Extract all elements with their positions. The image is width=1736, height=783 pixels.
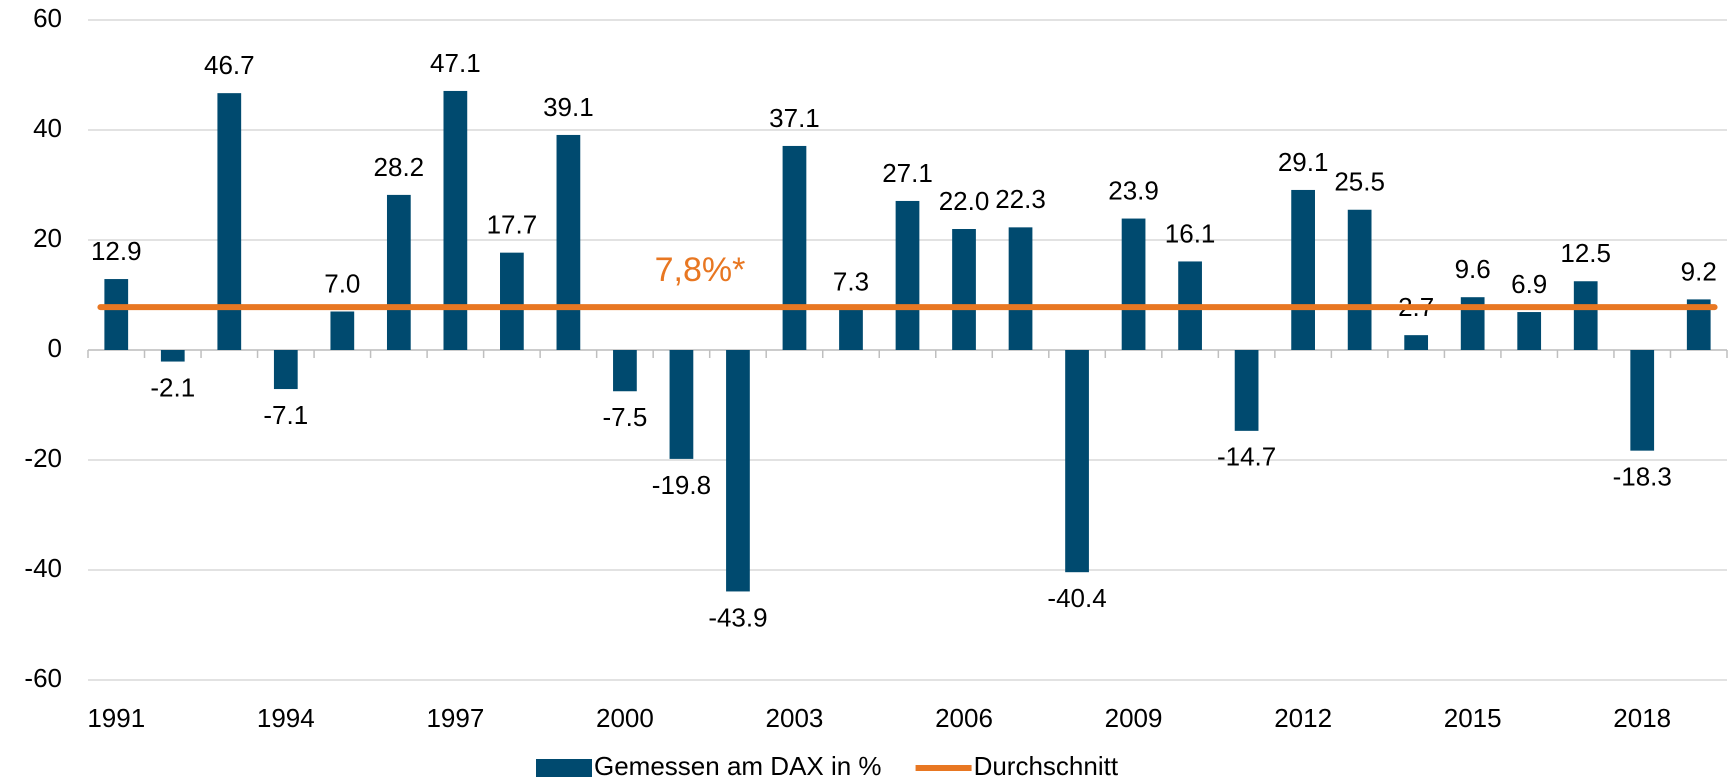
value-label: 23.9 bbox=[1108, 175, 1159, 205]
value-label: 16.1 bbox=[1165, 218, 1216, 248]
x-tick-label: 1994 bbox=[257, 703, 315, 733]
bar bbox=[1404, 335, 1429, 350]
bar bbox=[104, 279, 129, 350]
bar bbox=[1121, 218, 1146, 350]
bar bbox=[160, 350, 185, 362]
value-label: 22.3 bbox=[995, 184, 1046, 214]
bar bbox=[1573, 281, 1598, 350]
value-label: -19.8 bbox=[652, 470, 711, 500]
bar bbox=[330, 311, 355, 350]
bar bbox=[1460, 297, 1485, 350]
legend-swatch bbox=[536, 759, 592, 777]
y-tick-label: 20 bbox=[33, 223, 62, 253]
value-label: 25.5 bbox=[1334, 167, 1385, 197]
bar bbox=[1234, 350, 1259, 431]
x-tick-label: 2018 bbox=[1613, 703, 1671, 733]
value-label: -14.7 bbox=[1217, 442, 1276, 472]
value-label: 6.9 bbox=[1511, 269, 1547, 299]
x-tick-label: 2009 bbox=[1105, 703, 1163, 733]
annotation: 7,8%* bbox=[655, 251, 746, 289]
bar bbox=[500, 252, 524, 350]
y-tick-label: -20 bbox=[24, 443, 62, 473]
y-tick-label: -40 bbox=[24, 553, 62, 583]
value-label: -7.1 bbox=[263, 400, 308, 430]
value-label: 22.0 bbox=[939, 186, 990, 216]
bar bbox=[556, 134, 581, 350]
bar bbox=[443, 90, 468, 350]
bar bbox=[613, 350, 637, 392]
value-label: -7.5 bbox=[603, 402, 648, 432]
bar bbox=[782, 145, 807, 350]
y-tick-label: 60 bbox=[33, 3, 62, 33]
bar bbox=[726, 350, 750, 592]
y-tick-label: 40 bbox=[33, 113, 62, 143]
y-tick-label: -60 bbox=[24, 663, 62, 693]
bar bbox=[1008, 227, 1033, 350]
x-tick-label: 2012 bbox=[1274, 703, 1332, 733]
value-label: 7.0 bbox=[324, 268, 360, 298]
bar bbox=[839, 309, 863, 350]
x-tick-label: 2000 bbox=[596, 703, 654, 733]
value-label: 39.1 bbox=[543, 92, 594, 122]
value-label: 17.7 bbox=[487, 210, 538, 240]
value-label: 37.1 bbox=[769, 103, 820, 133]
value-label: 12.5 bbox=[1560, 238, 1611, 268]
bar bbox=[1065, 350, 1089, 573]
x-tick-label: 2015 bbox=[1444, 703, 1502, 733]
value-label: -40.4 bbox=[1047, 583, 1106, 613]
value-label: 28.2 bbox=[374, 152, 425, 182]
value-label: 27.1 bbox=[882, 158, 933, 188]
x-tick-label: 2006 bbox=[935, 703, 993, 733]
bar bbox=[273, 350, 298, 390]
value-label: 46.7 bbox=[204, 50, 255, 80]
value-label: 47.1 bbox=[430, 48, 481, 78]
bar bbox=[1517, 312, 1542, 350]
value-label: 12.9 bbox=[91, 236, 142, 266]
y-tick-label: 0 bbox=[48, 333, 62, 363]
value-label: 9.2 bbox=[1681, 256, 1717, 286]
value-label: 7.3 bbox=[833, 267, 869, 297]
legend-label: Gemessen am DAX in % bbox=[594, 751, 882, 781]
value-label: -2.1 bbox=[150, 372, 195, 402]
x-tick-label: 2003 bbox=[766, 703, 824, 733]
x-tick-label: 1997 bbox=[426, 703, 484, 733]
bar bbox=[952, 229, 976, 350]
bar bbox=[1347, 209, 1372, 350]
value-label: 9.6 bbox=[1455, 254, 1491, 284]
x-tick-label: 1991 bbox=[87, 703, 145, 733]
bar bbox=[1686, 299, 1711, 350]
bar bbox=[895, 200, 920, 350]
bar bbox=[386, 194, 411, 350]
legend-label: Durchschnitt bbox=[974, 751, 1119, 781]
bar bbox=[1630, 350, 1655, 451]
value-label: -43.9 bbox=[708, 602, 767, 632]
bar bbox=[669, 350, 694, 459]
bar bbox=[217, 93, 242, 351]
value-label: -18.3 bbox=[1613, 462, 1672, 492]
value-label: 29.1 bbox=[1278, 147, 1329, 177]
bar bbox=[1291, 189, 1315, 350]
